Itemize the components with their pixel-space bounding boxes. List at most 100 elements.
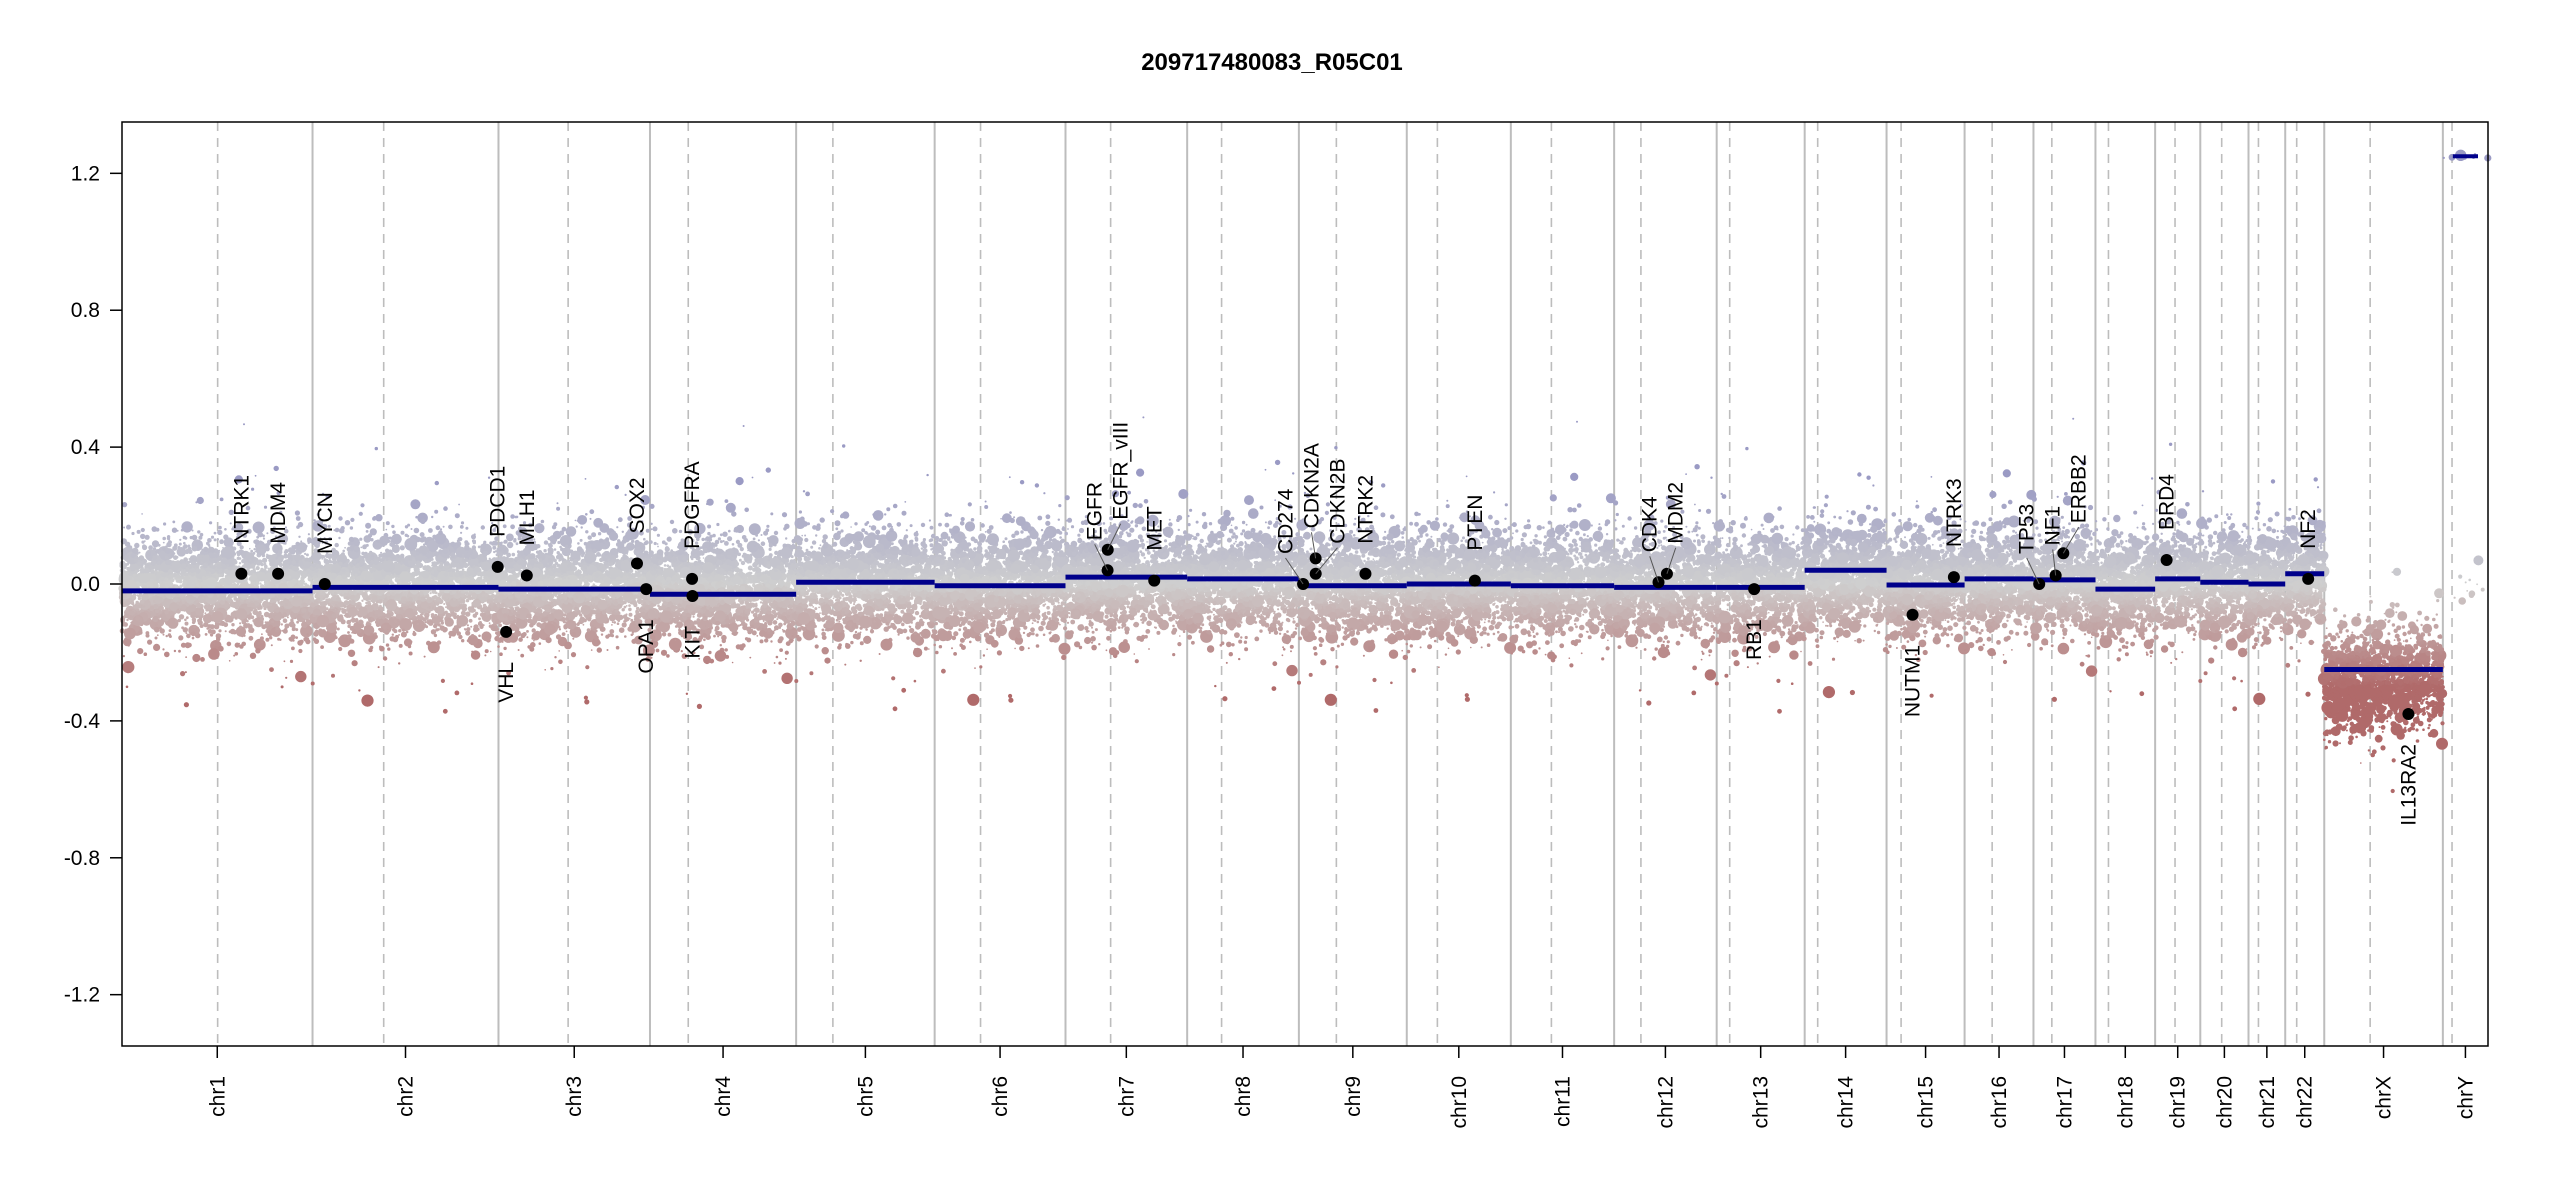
probe-point (147, 551, 152, 556)
probe-point (209, 521, 212, 524)
probe-point (274, 466, 279, 471)
probe-point (188, 558, 190, 560)
probe-point (394, 573, 396, 575)
probe-point (130, 611, 135, 616)
probe-point (249, 559, 252, 562)
probe-point (378, 600, 381, 603)
probe-point (445, 618, 454, 627)
probe-point (437, 597, 440, 600)
probe-point (382, 616, 386, 620)
probe-point (440, 528, 442, 530)
probe-point (210, 575, 212, 577)
probe-point (249, 548, 251, 550)
probe-point (191, 573, 195, 577)
probe-point (393, 583, 395, 585)
probe-point (550, 667, 553, 670)
probe-point (302, 574, 306, 578)
probe-point (281, 685, 284, 688)
probe-point (360, 547, 362, 549)
probe-point (332, 560, 337, 565)
probe-point (404, 638, 412, 646)
probe-point (369, 597, 371, 599)
probe-point (137, 648, 143, 654)
probe-point (431, 614, 434, 617)
probe-point (477, 628, 480, 631)
probe-point (295, 542, 299, 546)
probe-point (392, 555, 397, 560)
probe-point (368, 533, 372, 537)
probe-point (468, 550, 474, 556)
probe-point (465, 527, 468, 530)
probe-point (181, 521, 192, 532)
probe-point (138, 597, 141, 600)
probe-point (490, 651, 492, 653)
probe-point (396, 558, 401, 563)
probe-point (398, 662, 400, 664)
probe-point (613, 621, 616, 624)
probe-point (198, 559, 200, 561)
probe-point (372, 517, 376, 521)
probe-point (378, 611, 383, 616)
probe-point (193, 625, 196, 628)
probe-point (438, 579, 441, 582)
probe-point (145, 535, 150, 540)
probe-point (264, 583, 267, 586)
probe-point (398, 582, 401, 585)
probe-point (257, 572, 267, 582)
probe-point (291, 558, 293, 560)
probe-point (415, 556, 418, 559)
probe-point (276, 556, 279, 559)
probe-point (291, 612, 293, 614)
probe-point (393, 629, 397, 633)
probe-point (278, 601, 281, 604)
probe-point (303, 561, 311, 569)
probe-point (160, 611, 162, 613)
probe-point (386, 599, 398, 611)
probe-point (150, 569, 154, 573)
probe-point (510, 524, 515, 529)
probe-point (392, 530, 396, 534)
probe-point (291, 647, 295, 651)
probe-point (142, 544, 146, 548)
probe-point (175, 585, 179, 589)
probe-point (478, 594, 481, 597)
probe-point (344, 593, 348, 597)
probe-point (288, 582, 293, 587)
probe-point (224, 603, 228, 607)
probe-point (491, 594, 495, 598)
probe-point (167, 537, 170, 540)
probe-point (577, 542, 580, 545)
probe-point (341, 608, 344, 611)
probe-point (295, 671, 306, 682)
probe-point (392, 616, 394, 618)
probe-point (219, 623, 222, 626)
probe-point (197, 530, 200, 533)
probe-point (179, 543, 182, 546)
probe-point (291, 596, 302, 607)
probe-point (410, 551, 414, 555)
probe-point (357, 571, 360, 574)
probe-point (356, 559, 360, 563)
probe-point (186, 595, 195, 604)
probe-point (375, 514, 382, 521)
probe-point (227, 597, 230, 600)
probe-point (454, 625, 458, 629)
probe-point (219, 539, 224, 544)
probe-point (445, 561, 450, 566)
probe-point (250, 595, 254, 599)
probe-point (485, 576, 487, 578)
probe-point (254, 539, 259, 544)
probe-point (256, 536, 259, 539)
probe-point (485, 610, 490, 615)
probe-point (376, 623, 380, 627)
probe-point (295, 636, 298, 639)
probe-point (243, 623, 248, 628)
probe-point (136, 594, 138, 596)
probe-point (300, 540, 302, 542)
probe-point (217, 564, 222, 569)
probe-point (428, 622, 431, 625)
probe-point (484, 558, 486, 560)
probe-point (164, 579, 166, 581)
probe-point (400, 576, 405, 581)
probe-point (464, 558, 468, 562)
